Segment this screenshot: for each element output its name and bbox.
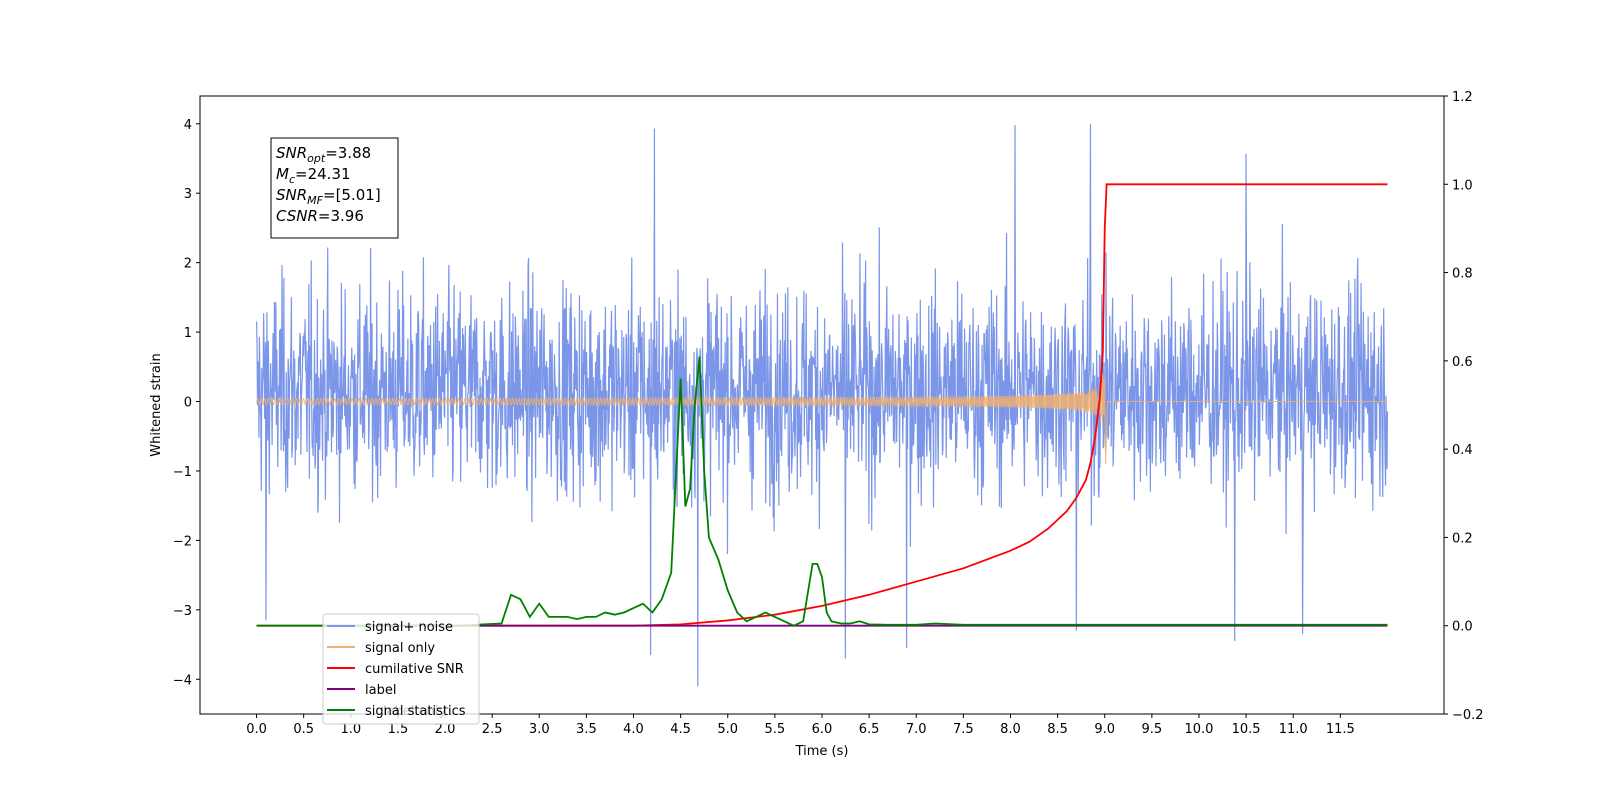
legend-frame: [322, 613, 480, 725]
x-tick-label: 9.5: [1142, 722, 1163, 737]
y-tick-label-right: 1.0: [1452, 178, 1473, 193]
y-tick-label-right: −0.2: [1452, 708, 1484, 723]
x-tick-label: 2.5: [482, 722, 503, 737]
x-tick-label: 1.5: [388, 722, 409, 737]
x-tick-label: 10.0: [1184, 722, 1213, 737]
legend-label: signal only: [365, 641, 435, 656]
x-tick-label: 5.5: [765, 722, 786, 737]
y-tick-label-left: −2: [173, 534, 192, 549]
y-tick-label-right: 0.8: [1452, 267, 1473, 282]
x-tick-label: 4.5: [670, 722, 691, 737]
legend-label: signal+ noise: [365, 620, 453, 635]
series-cumulative-snr-line: [256, 183, 1388, 627]
x-tick-label: 3.0: [529, 722, 550, 737]
legend-label: label: [365, 683, 396, 698]
x-tick-label: 2.0: [435, 722, 456, 737]
info-box-frame: [270, 137, 399, 239]
y-tick-label-left: 0: [184, 396, 192, 411]
series-signal-statistics-line: [256, 356, 1388, 627]
y-tick-label-right: 0.4: [1452, 443, 1473, 458]
x-tick-label: 4.0: [623, 722, 644, 737]
y-axis-right: 1.2 1.0 0.8 0.6 0.4 0.2 0.0 −0.2: [1444, 90, 1484, 723]
y-tick-label-left: −1: [173, 465, 192, 480]
x-tick-label: 9.0: [1094, 722, 1115, 737]
y-tick-label-right: 0.0: [1452, 620, 1473, 635]
x-axis-label: Time (s): [795, 744, 849, 759]
legend-label: cumilative SNR: [365, 662, 464, 677]
y-tick-label-left: −4: [173, 673, 192, 688]
x-tick-label: 7.0: [906, 722, 927, 737]
plot-area: [255, 123, 1389, 687]
legend-label: signal statistics: [365, 704, 466, 719]
y-tick-label-left: −3: [173, 604, 192, 619]
x-tick-label: 0.0: [246, 722, 267, 737]
y-tick-label-left: 1: [184, 326, 192, 341]
y-tick-label-left: 4: [184, 118, 192, 133]
y-tick-label-left: 3: [184, 187, 192, 202]
y-tick-label-right: 1.2: [1452, 90, 1473, 105]
info-box-line: Mc=24.31: [276, 165, 351, 186]
x-tick-label: 5.0: [717, 722, 738, 737]
x-tick-label: 8.0: [1000, 722, 1021, 737]
x-tick-label: 1.0: [340, 722, 361, 737]
y-axis-left: 4 3 2 1 0 −1 −2 −3 −4: [173, 118, 200, 688]
info-box-line: CSNR=3.96: [276, 207, 364, 225]
x-tick-label: 0.5: [293, 722, 314, 737]
series-signal-noise-line: [255, 123, 1389, 687]
y-tick-label-right: 0.6: [1452, 355, 1473, 370]
x-tick-label: 7.5: [953, 722, 974, 737]
x-tick-label: 6.5: [859, 722, 880, 737]
legend: label only signal+ noise signal only cumila…: [322, 613, 480, 725]
x-tick-label: 10.5: [1232, 722, 1261, 737]
x-tick-label: 11.0: [1279, 722, 1308, 737]
y-tick-label-left: 2: [184, 257, 192, 272]
legend-label-hidden: label only: [383, 704, 446, 719]
x-tick-label: 11.5: [1326, 722, 1355, 737]
x-tick-label: 8.5: [1047, 722, 1068, 737]
info-box-line: SNRopt=3.88: [276, 144, 371, 165]
x-axis: 0.0 0.5 1.0 1.5 2.0 2.5 3.0 3.5 4.0 4.5 5.0 5.5 6.0 6…: [246, 714, 1355, 737]
info-box-line: SNRMF=[5.01]: [276, 186, 381, 207]
x-tick-label: 3.5: [576, 722, 597, 737]
x-tick-label: 6.0: [812, 722, 833, 737]
y-tick-label-right: 0.2: [1452, 531, 1473, 546]
y-axis-label: Whitened strain: [149, 353, 164, 456]
